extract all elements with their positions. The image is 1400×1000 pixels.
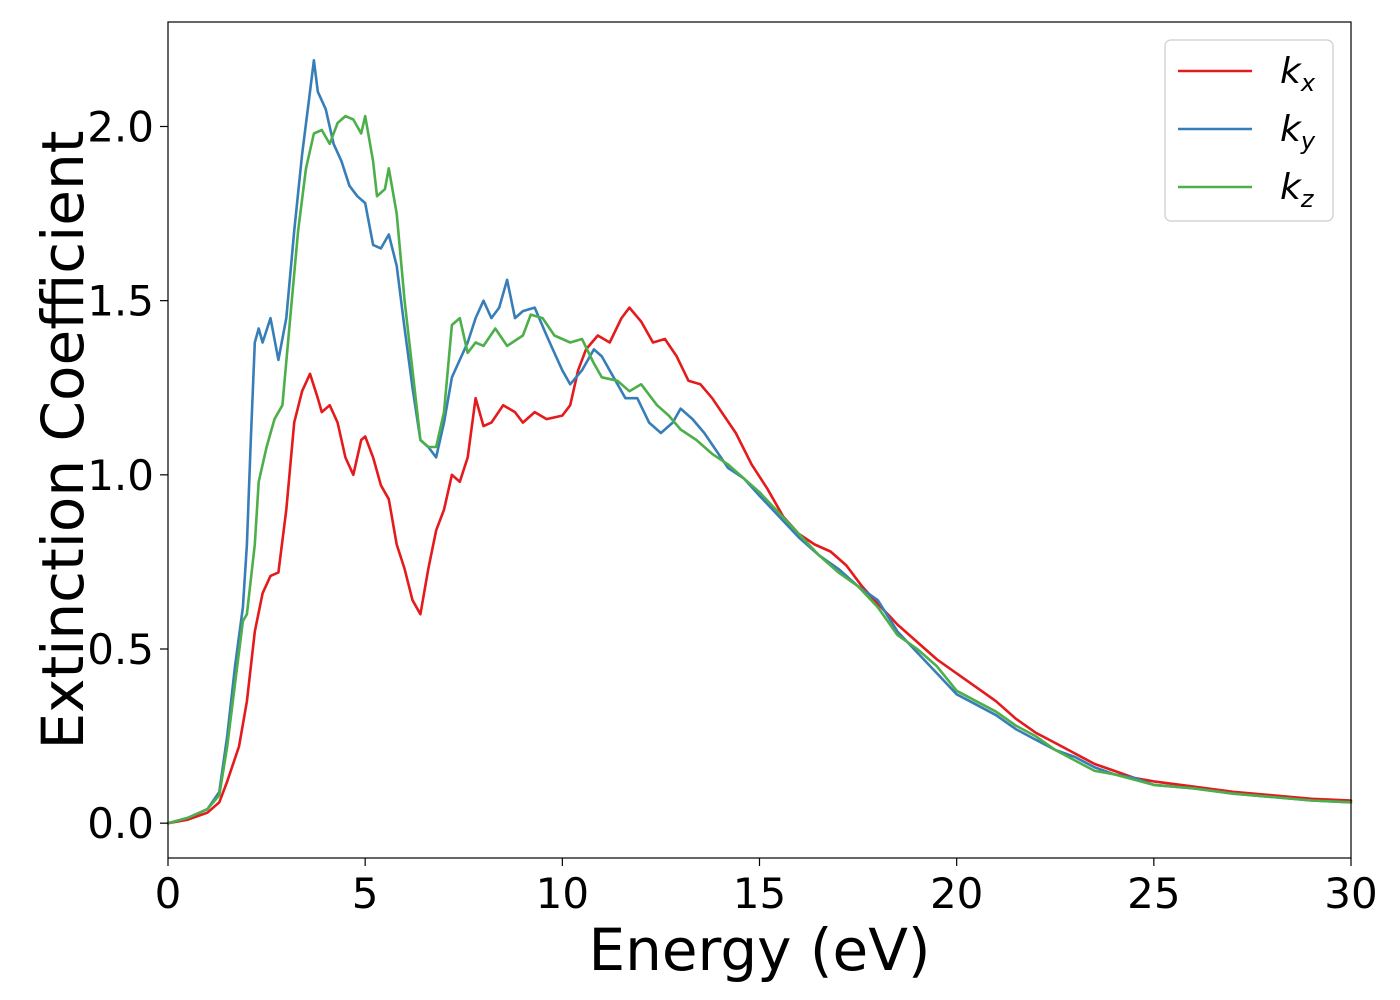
series-line-y: [166, 59, 1353, 825]
x-tick-label: 30: [1324, 869, 1377, 918]
x-tick-label: 20: [930, 869, 983, 918]
x-axis-label: Energy (eV): [588, 916, 930, 984]
legend-label-x: kx: [1280, 51, 1316, 97]
axis-ticks: 0 5 10 15 20 25 30 0.0 0.5 1.0 1.5 2.0: [87, 103, 1378, 919]
x-tick-label: 0: [155, 869, 182, 918]
x-tick-label: 15: [733, 869, 786, 918]
legend-box: [1164, 39, 1334, 222]
y-tick-label: 1.0: [87, 451, 154, 500]
legend-label-z: kz: [1280, 167, 1315, 213]
y-tick-label: 0.5: [87, 625, 154, 674]
series-line-x: [166, 306, 1353, 825]
x-tick-label: 10: [536, 869, 589, 918]
series-line-z: [166, 114, 1353, 825]
x-tick-label: 5: [352, 869, 379, 918]
y-tick-label: 1.5: [87, 277, 154, 326]
y-tick-label: 0.0: [87, 799, 154, 848]
legend-label-y: ky: [1280, 109, 1316, 155]
legend-label-subscript: z: [1300, 185, 1315, 213]
legend-label-subscript: y: [1300, 127, 1316, 155]
x-tick-label: 25: [1127, 869, 1180, 918]
legend-label-base: k: [1280, 109, 1303, 150]
series-layer: [166, 59, 1353, 825]
y-axis-label: Extinction Coefficient: [29, 131, 97, 750]
legend-label-base: k: [1280, 167, 1303, 208]
y-tick-label: 2.0: [87, 103, 154, 152]
legend-label-base: k: [1280, 51, 1303, 92]
legend-label-subscript: x: [1300, 69, 1316, 97]
